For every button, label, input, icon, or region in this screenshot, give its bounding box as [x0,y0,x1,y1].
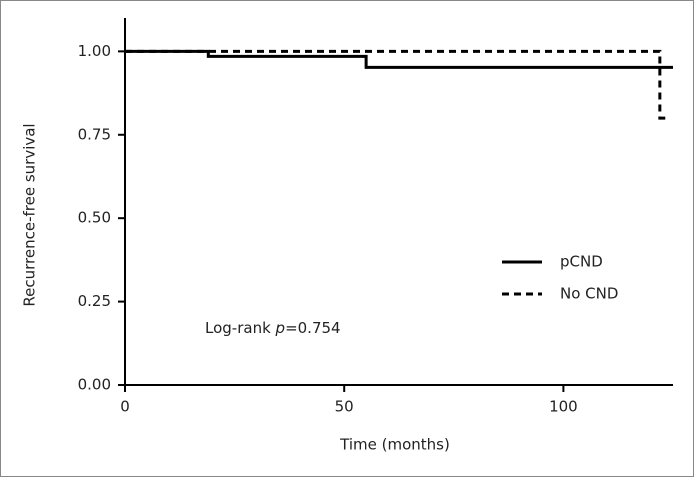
y-tick-label: 0.75 [78,125,111,143]
legend-label: No CND [560,285,618,303]
annotation-text: =0.754 [285,319,341,337]
annotation-italic: p [275,319,286,337]
y-tick-label: 0.00 [78,376,111,394]
annotation: Log-rank p=0.754 [205,319,341,337]
x-tick-label: 50 [335,398,354,416]
y-axis-label: Recurrence-free survival [21,123,39,306]
x-axis-label: Time (months) [339,436,450,454]
annotation-text: Log-rank [205,319,276,337]
y-tick-label: 0.50 [78,209,111,227]
y-tick-label: 0.25 [78,292,111,310]
survival-curve [125,49,669,120]
x-tick-label: 100 [549,398,578,416]
x-tick-label: 0 [120,398,130,416]
survival-curve [125,49,673,69]
legend-label: pCND [560,253,603,271]
y-tick-label: 1.00 [78,42,111,60]
